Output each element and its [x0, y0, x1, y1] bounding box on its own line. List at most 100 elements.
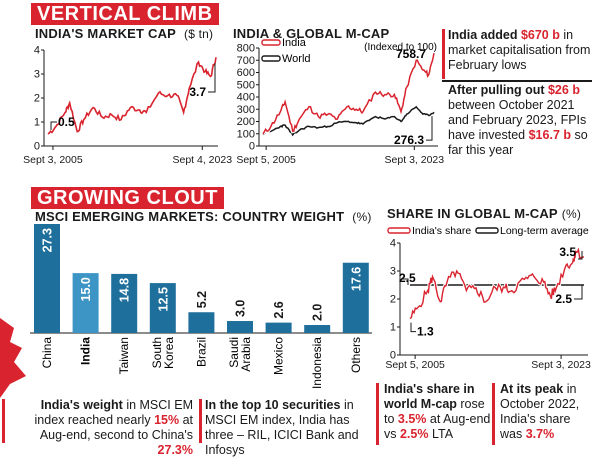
note-share-rose-bar: [376, 383, 379, 445]
chart2-y-tick-label: 200: [237, 116, 255, 128]
chart4-x-tick-label: Sept 3, 2023: [531, 359, 591, 371]
chart2-y-tick-label: 500: [237, 79, 255, 91]
chart2-y-tick-label: 700: [237, 55, 255, 67]
chart2-y-tick-label: 100: [237, 128, 255, 140]
chart1-title-text: INDIA'S MARKET CAP: [35, 26, 177, 41]
chart3-bar: [188, 312, 215, 333]
chart3-category-label: Brazil: [194, 337, 208, 367]
note-india-added-v1: $670 b: [520, 28, 560, 42]
note-weight-p2: at Aug-end, second to China's: [39, 413, 193, 442]
chart3-value-label: 3.0: [234, 300, 248, 317]
note-share-rose-p3: LTA: [428, 427, 454, 441]
chart3-value-label: 12.5: [156, 287, 170, 311]
chart1-x-tick-label: Sept 3, 2005: [23, 154, 83, 166]
chart2-legend-india-label: India: [282, 37, 307, 49]
chart2-y-tick-label: 600: [237, 67, 255, 79]
chart3-value-label: 17.6: [349, 267, 363, 291]
chart1-unit: ($ tn): [184, 27, 214, 41]
chart3-category-label: Taiwan: [117, 337, 131, 374]
chart3-value-label: 27.3: [41, 228, 55, 252]
note-top10-p1: in MSCI EM index, India has three – RIL,…: [205, 398, 359, 457]
chart3-category-label: China: [40, 337, 54, 369]
chart1-x-tick-label: Sept 4, 2023: [172, 154, 232, 166]
chart4-x-tick-label: Sept 5, 2005: [385, 359, 445, 371]
chart4-legend-share-swatch: [387, 227, 411, 234]
chart3-bar: [34, 224, 60, 333]
chart3-bar: [72, 273, 99, 333]
note-weight-bar: [2, 399, 5, 443]
note-share-rose: India's share in world M-cap rose to 3.5…: [384, 382, 492, 442]
chart2-title: INDIA & GLOBAL M-CAP: [233, 26, 390, 41]
chart3-category-label: Saudi: [227, 337, 241, 368]
chart2-legend-india-swatch: [261, 39, 281, 46]
chart1-y-tick-label: 1: [34, 117, 40, 129]
note-fpi: After pulling out $26 b between October …: [448, 83, 594, 158]
chart1-y-tick-label: 3: [34, 69, 40, 81]
note-fpi-p1: After pulling out: [448, 83, 548, 97]
chart4-legend-lta-label: Long-term average: [500, 225, 589, 237]
chart4-lta-end-leader: [574, 285, 583, 300]
note-share-rose-b: India's share in world M-cap: [384, 382, 475, 411]
chart4-unit: (%): [561, 207, 582, 221]
chart1-y-tick-label: 4: [34, 45, 40, 57]
chart1-end-leader: [208, 63, 216, 93]
note-share-rose-p2: at Aug-end vs: [384, 412, 491, 441]
chart3-value-label: 15.0: [79, 277, 93, 301]
chart3-title-text: MSCI EMERGING MARKETS: COUNTRY WEIGHT: [35, 209, 345, 224]
chart2-world-line: [262, 105, 435, 137]
chart4-y-tick-label: 3: [390, 266, 396, 278]
chart2-india-line: [262, 52, 435, 135]
decorative-red-blob: [0, 318, 26, 398]
note-peak-p1: in October 2022, India's share was: [500, 382, 580, 441]
chart2-x-tick-label: Sept 3, 2023: [385, 154, 445, 166]
chart1-start-leader: [50, 121, 57, 130]
note-weight: India's weight in MSCI EM index reached …: [8, 398, 193, 458]
note-fpi-v1: $26 b: [547, 83, 580, 97]
chart1-title: INDIA'S MARKET CAP ($ tn): [35, 26, 213, 41]
chart1-start-label: 0.5: [58, 115, 75, 129]
chart4-title: SHARE IN GLOBAL M-CAP (%): [387, 206, 581, 221]
chart3-bar: [149, 283, 176, 333]
note-share-rose-p1: rose to: [384, 397, 485, 426]
chart2-india-end-label: 758.7: [396, 47, 426, 61]
chart4-title-text: SHARE IN GLOBAL M-CAP: [387, 206, 558, 221]
note-weight-v1: 15%: [154, 413, 180, 427]
note-divider: [442, 80, 592, 82]
chart3-value-label: 5.2: [195, 291, 209, 308]
chart4-legend-lta-swatch: [475, 227, 499, 234]
note-india-added-p1: India added: [448, 28, 521, 42]
chart4-start-leader: [410, 322, 416, 333]
chart3-value-label: 14.8: [118, 278, 132, 302]
note-peak-bar: [492, 383, 495, 445]
chart2-y-tick-label: 800: [237, 43, 255, 55]
chart2-legend-world-label: World: [282, 53, 311, 65]
chart3-bar: [227, 321, 253, 333]
chart4-y-tick-label: 4: [390, 238, 396, 250]
note-fpi-v2: $16.7 b: [528, 128, 571, 142]
note-weight-v2: 27.3%: [157, 443, 193, 457]
note-fpi-p2: between October 2021 and February 2023, …: [448, 98, 587, 142]
chart3-category-label: Arabia: [239, 337, 253, 372]
chart2-legend-world-swatch: [261, 55, 281, 62]
chart1-series-line: [47, 57, 217, 135]
note-share-rose-v1: 3.5%: [397, 412, 427, 426]
note-peak-b: At its peak: [500, 382, 564, 396]
chart4-end-leader: [578, 251, 583, 260]
chart3-bar: [265, 322, 292, 333]
note-accent-bar: [442, 29, 445, 79]
chart3-category-label: Korea: [162, 337, 176, 369]
chart1-y-tick-label: 2: [34, 93, 40, 105]
chart4-y-tick-label: 1: [390, 322, 396, 334]
chart3-category-label: Others: [349, 337, 363, 373]
note-fpi-p3: so far this year: [448, 128, 588, 157]
chart4-end-label: 3.5: [559, 245, 576, 259]
chart4-lta-end-label: 2.5: [555, 292, 572, 306]
section-banner-vertical-climb: VERTICAL CLIMB: [31, 3, 219, 25]
chart4-legend-share-label: India's share: [412, 225, 471, 237]
chart2-y-tick-label: 300: [237, 104, 255, 116]
note-share-rose-v2: 2.5%: [399, 427, 429, 441]
chart3-unit: (%): [352, 210, 372, 224]
